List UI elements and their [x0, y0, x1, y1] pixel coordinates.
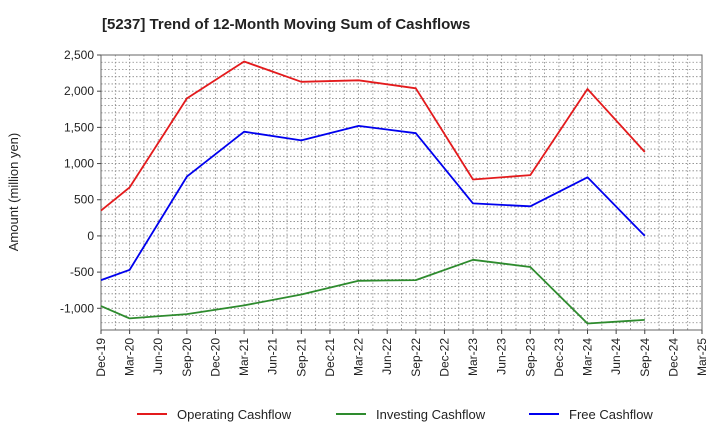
x-tick-label: Mar-24 — [581, 338, 595, 376]
y-tick-label: 2,500 — [64, 48, 94, 62]
x-tick-label: Jun-24 — [609, 338, 623, 375]
x-tick-label: Sep-22 — [409, 338, 423, 377]
x-tick-label: Dec-19 — [94, 338, 108, 377]
x-tick-label: Dec-23 — [552, 338, 566, 377]
y-tick-label: 1,000 — [64, 157, 94, 171]
x-tick-label: Sep-20 — [180, 338, 194, 377]
x-tick-label: Mar-21 — [237, 338, 251, 376]
legend-label: Investing Cashflow — [376, 407, 486, 422]
plot-frame — [100, 54, 703, 331]
x-tick-label: Dec-20 — [208, 338, 222, 377]
x-tick-label: Dec-24 — [666, 338, 680, 377]
series-line-operating-cashflow — [100, 60, 646, 212]
series-line-free-cashflow — [100, 125, 646, 281]
legend-label: Operating Cashflow — [177, 407, 292, 422]
x-tick-label: Jun-20 — [151, 338, 165, 375]
x-axis-ticks: Dec-19 Mar-20 Jun-20 Sep-20 Dec-20 Mar-21 Jun-… — [94, 330, 709, 377]
x-tick-label: Mar-22 — [352, 338, 366, 376]
y-tick-label: 2,000 — [64, 84, 94, 98]
x-tick-label: Mar-23 — [466, 338, 480, 376]
y-tick-label: 500 — [74, 193, 94, 207]
x-tick-label: Mar-20 — [123, 338, 137, 376]
y-axis-ticks: 2,500 2,000 1,500 1,000 500 0 -500 -1,000 — [60, 48, 101, 315]
x-tick-label: Jun-21 — [266, 338, 280, 375]
x-tick-label: Dec-21 — [323, 338, 337, 377]
y-tick-label: -1,000 — [60, 301, 94, 315]
legend-label: Free Cashflow — [569, 407, 653, 422]
legend: Operating Cashflow Investing Cashflow Free… — [137, 407, 653, 422]
y-tick-label: 1,500 — [64, 120, 94, 134]
y-axis-title: Amount (million yen) — [6, 133, 21, 252]
x-tick-label: Sep-24 — [638, 338, 652, 377]
x-tick-label: Mar-25 — [695, 338, 709, 376]
series-lines — [100, 60, 646, 325]
y-tick-label: -500 — [70, 265, 94, 279]
y-tick-label: 0 — [87, 229, 94, 243]
chart-title: [5237] Trend of 12-Month Moving Sum of C… — [102, 16, 471, 33]
x-tick-label: Jun-22 — [380, 338, 394, 375]
x-tick-label: Sep-23 — [523, 338, 537, 377]
x-tick-label: Sep-21 — [294, 338, 308, 377]
x-tick-label: Jun-23 — [495, 338, 509, 375]
series-line-investing-cashflow — [100, 258, 645, 325]
x-tick-label: Dec-22 — [437, 338, 451, 377]
